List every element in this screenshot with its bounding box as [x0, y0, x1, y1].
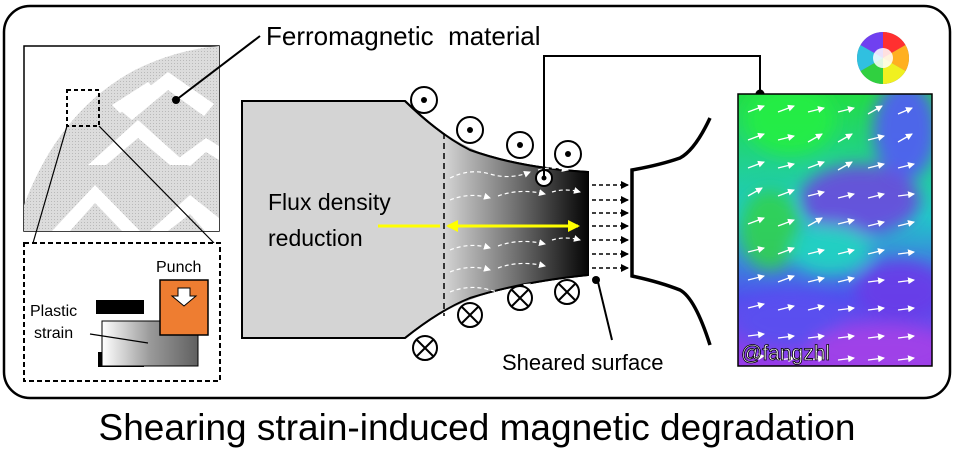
- lamination-image: [23, 45, 220, 244]
- map-connector: [543, 55, 761, 178]
- sheared-surface-leader: [597, 281, 613, 341]
- punch-inset: [23, 242, 221, 382]
- punch-body: [159, 279, 209, 336]
- zoom-region-box: [66, 89, 100, 127]
- figure-title: Shearing strain-induced magnetic degrada…: [98, 407, 856, 448]
- current-in-symbols: [412, 279, 580, 361]
- current-out-symbols: [410, 86, 582, 187]
- magnetization-vectors: [747, 104, 915, 363]
- sheared-surface-shape: [630, 117, 712, 346]
- die-upper-left: [96, 300, 144, 314]
- dot-in-circle-icon: [554, 140, 582, 168]
- flux-density-label-1: Flux density: [268, 189, 391, 215]
- dot-in-circle-icon: [456, 116, 484, 144]
- plastic-strain-label-1: Plastic: [30, 303, 77, 320]
- flux-lines: [449, 165, 581, 293]
- cross-in-circle-icon: [457, 302, 483, 328]
- cross-in-circle-icon: [412, 335, 438, 361]
- sheared-surface-label: Sheared surface: [502, 350, 663, 375]
- cross-in-circle-icon: [554, 279, 580, 305]
- dot-in-circle-icon: [506, 131, 534, 159]
- magnetization-map: @fangzhl: [737, 93, 933, 367]
- cross-in-circle-icon: [507, 285, 533, 311]
- dot-in-circle-icon: [410, 86, 438, 114]
- color-wheel-icon: [857, 32, 909, 84]
- watermark: @fangzhl: [741, 342, 830, 365]
- leakage-flux-arrows: [592, 181, 629, 272]
- flux-density-label-2: reduction: [268, 225, 363, 251]
- plastic-strain-label-2: strain: [34, 325, 73, 342]
- punch-label: Punch: [156, 259, 201, 276]
- ferromagnetic-label: Ferromagnetic material: [266, 21, 541, 51]
- punch-arrow-icon: [170, 287, 198, 307]
